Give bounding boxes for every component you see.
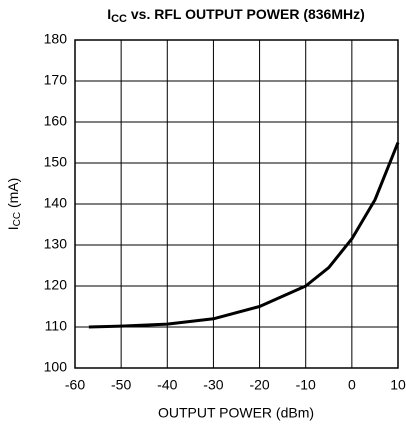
line-series [88, 141, 400, 329]
y-tick-label: 120 [44, 277, 68, 293]
x-tick-label: -20 [249, 377, 269, 393]
y-tick-label: 150 [44, 154, 68, 170]
x-tick-label: 0 [348, 377, 356, 393]
y-label-sub: CC [12, 212, 23, 226]
y-tick-label: 180 [44, 31, 68, 47]
x-axis-label: OUTPUT POWER (dBm) [158, 405, 314, 421]
chart-title: ICC vs. RFL OUTPUT POWER (836MHz) [107, 6, 365, 25]
y-tick-label: 140 [44, 195, 68, 211]
y-tick-label: 110 [45, 318, 68, 334]
x-tick-label: -10 [296, 377, 316, 393]
y-tick-label: 100 [44, 359, 68, 375]
x-tick-label: -50 [111, 377, 131, 393]
title-rest: vs. RFL OUTPUT POWER (836MHz) [127, 6, 365, 22]
x-tick-label: -30 [203, 377, 223, 393]
x-tick-label: -40 [157, 377, 177, 393]
title-main: I [107, 6, 111, 22]
plot-frame [74, 39, 399, 369]
y-tick-label: 160 [44, 113, 68, 129]
x-tick-label: 10 [390, 377, 406, 393]
y-axis-label: ICC (mA) [5, 178, 23, 231]
y-tick-label: 130 [44, 236, 68, 252]
title-sub: CC [111, 13, 127, 25]
y-label-main: I [5, 226, 21, 230]
y-tick-label: 170 [44, 72, 68, 88]
x-tick-label: -60 [65, 377, 85, 393]
y-label-rest: (mA) [5, 178, 21, 212]
